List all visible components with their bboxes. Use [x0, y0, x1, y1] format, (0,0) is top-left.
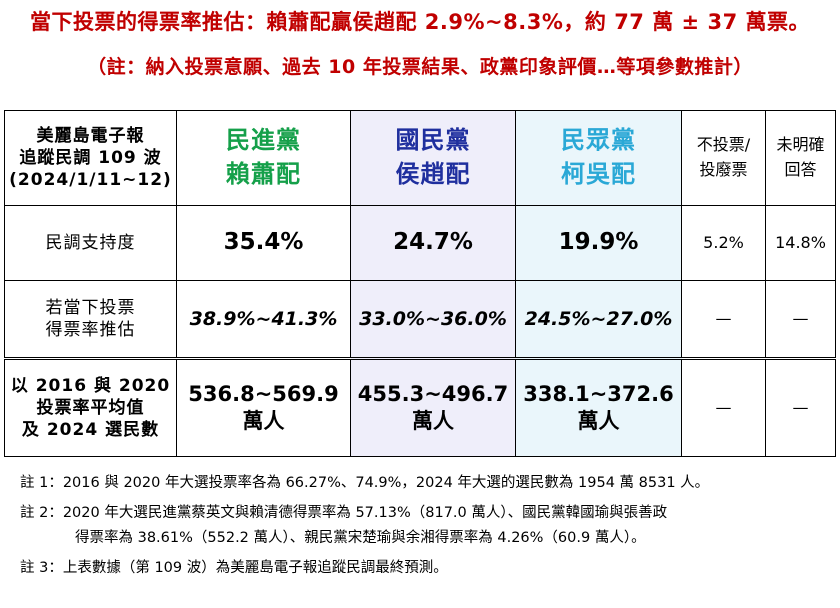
undecided-rate-value: —: [765, 280, 836, 359]
page-title: 當下投票的得票率推估：賴蕭配贏侯趙配 2.9%~8.3%，約 77 萬 ± 37…: [30, 10, 810, 34]
kmt-ticket-name: 侯趙配: [395, 160, 471, 188]
undecided-votes-value: —: [765, 357, 836, 457]
corner-header: 美麗島電子報 追蹤民調 109 波 (2024/1/11~12): [4, 110, 177, 206]
kmt-rate-value: 33.0%~36.0%: [350, 280, 516, 359]
footnote-1: 註 1：2016 與 2020 年大選投票率各為 66.27%、74.9%，20…: [20, 475, 710, 491]
novote-support-value: 5.2%: [681, 205, 766, 281]
support-label: 民調支持度: [4, 205, 177, 281]
kmt-votes-value: 455.3~496.7 萬人: [350, 357, 516, 457]
dpp-ticket-name: 賴蕭配: [226, 160, 301, 188]
kmt-party-name: 國民黨: [395, 126, 471, 155]
tpp-rate-value: 24.5%~27.0%: [515, 280, 682, 359]
dpp-rate-value: 38.9%~41.3%: [176, 280, 351, 359]
page-subtitle: （註：納入投票意願、過去 10 年投票結果、政黨印象評價…等項參數推計）: [87, 56, 753, 78]
undecided-support-value: 14.8%: [765, 205, 836, 281]
votes-label: 以 2016 與 2020 投票率平均值 及 2024 選民數: [4, 357, 177, 457]
votes-row: 以 2016 與 2020 投票率平均值 及 2024 選民數 536.8~56…: [4, 357, 836, 457]
poll-table: 美麗島電子報 追蹤民調 109 波 (2024/1/11~12) 民進黨 賴蕭配…: [4, 110, 836, 457]
support-row: 民調支持度 35.4% 24.7% 19.9% 5.2% 14.8%: [4, 205, 836, 281]
dpp-party-name: 民進黨: [226, 126, 301, 155]
kmt-support-value: 24.7%: [350, 205, 516, 281]
table-header-row: 美麗島電子報 追蹤民調 109 波 (2024/1/11~12) 民進黨 賴蕭配…: [4, 110, 836, 206]
novote-rate-value: —: [681, 280, 766, 359]
rate-label: 若當下投票 得票率推估: [4, 280, 177, 359]
footnote-2: 註 2：2020 年大選民進黨蔡英文與賴清德得票率為 57.13%（817.0 …: [20, 504, 668, 546]
dpp-header: 民進黨 賴蕭配: [176, 110, 351, 206]
tpp-header: 民眾黨 柯吳配: [515, 110, 682, 206]
tpp-ticket-name: 柯吳配: [561, 160, 636, 188]
dpp-votes-value: 536.8~569.9 萬人: [176, 357, 351, 457]
kmt-header: 國民黨 侯趙配: [350, 110, 516, 206]
rate-row: 若當下投票 得票率推估 38.9%~41.3% 33.0%~36.0% 24.5…: [4, 280, 836, 359]
tpp-party-name: 民眾黨: [561, 126, 636, 155]
undecided-header: 未明確 回答: [765, 110, 836, 206]
footnotes: 註 1：2016 與 2020 年大選投票率各為 66.27%、74.9%，20…: [20, 474, 709, 588]
novote-header: 不投票/ 投廢票: [681, 110, 766, 206]
tpp-support-value: 19.9%: [515, 205, 682, 281]
footnote-3: 註 3：上表數據（第 109 波）為美麗島電子報追蹤民調最終預測。: [20, 559, 448, 576]
dpp-support-value: 35.4%: [176, 205, 351, 281]
novote-votes-value: —: [681, 357, 766, 457]
tpp-votes-value: 338.1~372.6 萬人: [515, 357, 682, 457]
